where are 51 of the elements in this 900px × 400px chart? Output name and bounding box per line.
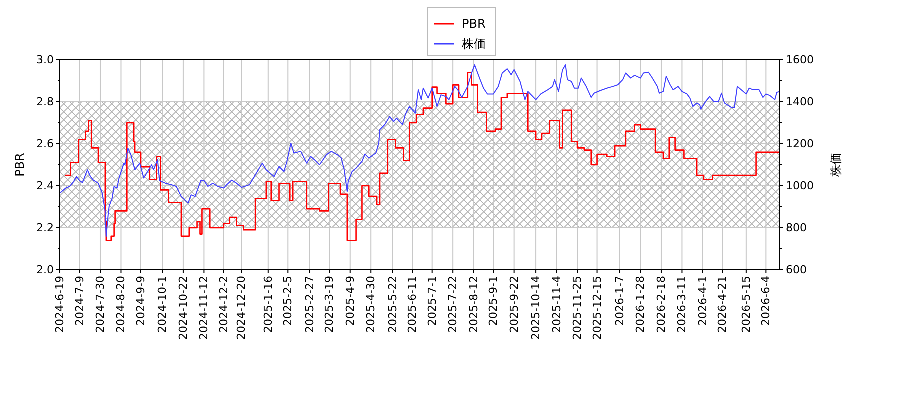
x-tick-label: 2024-10-1 [156,276,170,333]
x-tick-label: 2025-2-27 [303,276,316,333]
x-tick-label: 2025-4-30 [364,276,378,333]
x-tick-label: 2025-5-22 [386,276,400,333]
x-tick-label: 2026-2-18 [654,276,668,333]
x-tick-label: 2024-9-9 [134,276,148,326]
y-tick-label: 2.4 [36,180,54,192]
x-tick-label: 2025-2-5 [282,276,295,326]
x-tick-label: 2024-11-12 [198,276,211,340]
legend-label: PBR [462,17,486,31]
x-tick-label: 2026-3-11 [676,276,689,333]
y-tick-label: 2.2 [36,222,54,234]
x-tick-label: 2025-3-19 [323,276,336,333]
x-tick-label: 2024-7-30 [94,276,107,333]
x-tick-label: 2024-8-20 [114,276,128,333]
x-tick-label: 2025-1-16 [262,276,275,333]
x-tick-label: 2026-4-21 [716,276,730,333]
x-tick-label: 2026-4-1 [696,276,710,326]
y2-tick-label: 1400 [786,96,814,108]
y-tick-label: 2.0 [36,264,54,276]
x-tick-label: 2025-11-4 [550,276,564,333]
y-tick-label: 2.6 [36,138,54,150]
x-tick-label: 2025-12-15 [590,276,604,340]
x-tick-label: 2025-11-25 [571,276,584,340]
y2-tick-label: 600 [786,264,807,276]
x-tick-label: 2024-10-22 [176,276,190,340]
x-tick-label: 2026-6-4 [760,276,773,326]
x-tick-label: 2025-9-1 [487,276,500,326]
x-tick-label: 2025-7-22 [446,276,460,333]
y2-tick-label: 1000 [786,180,814,192]
x-tick-label: 2025-8-12 [467,276,480,333]
x-tick-label: 2025-4-9 [344,276,357,326]
x-tick-label: 2025-6-11 [406,276,420,333]
x-tick-label: 2024-12-20 [235,276,248,340]
x-tick-label: 2025-9-22 [508,276,521,333]
x-tick-label: 2026-1-7 [614,276,626,326]
y2-tick-label: 800 [786,222,807,234]
x-tick-label: 2024-7-9 [73,276,86,326]
x-tick-label: 2026-1-28 [634,276,648,333]
x-tick-label: 2024-6-19 [54,276,66,333]
legend-label: 株価 [461,37,486,51]
x-tick-label: 2024-12-2 [217,276,230,333]
y-tick-label: 2.8 [36,96,54,108]
y2-tick-label: 1200 [786,138,814,150]
y-axis-title: PBR [13,153,27,177]
y-tick-label: 3.0 [36,54,54,66]
x-tick-label: 2025-10-14 [530,276,543,340]
y2-axis-title: 株価 [829,153,843,178]
x-tick-label: 2025-7-1 [426,276,439,326]
y2-tick-label: 1600 [786,54,814,66]
x-tick-label: 2026-5-15 [740,276,753,333]
